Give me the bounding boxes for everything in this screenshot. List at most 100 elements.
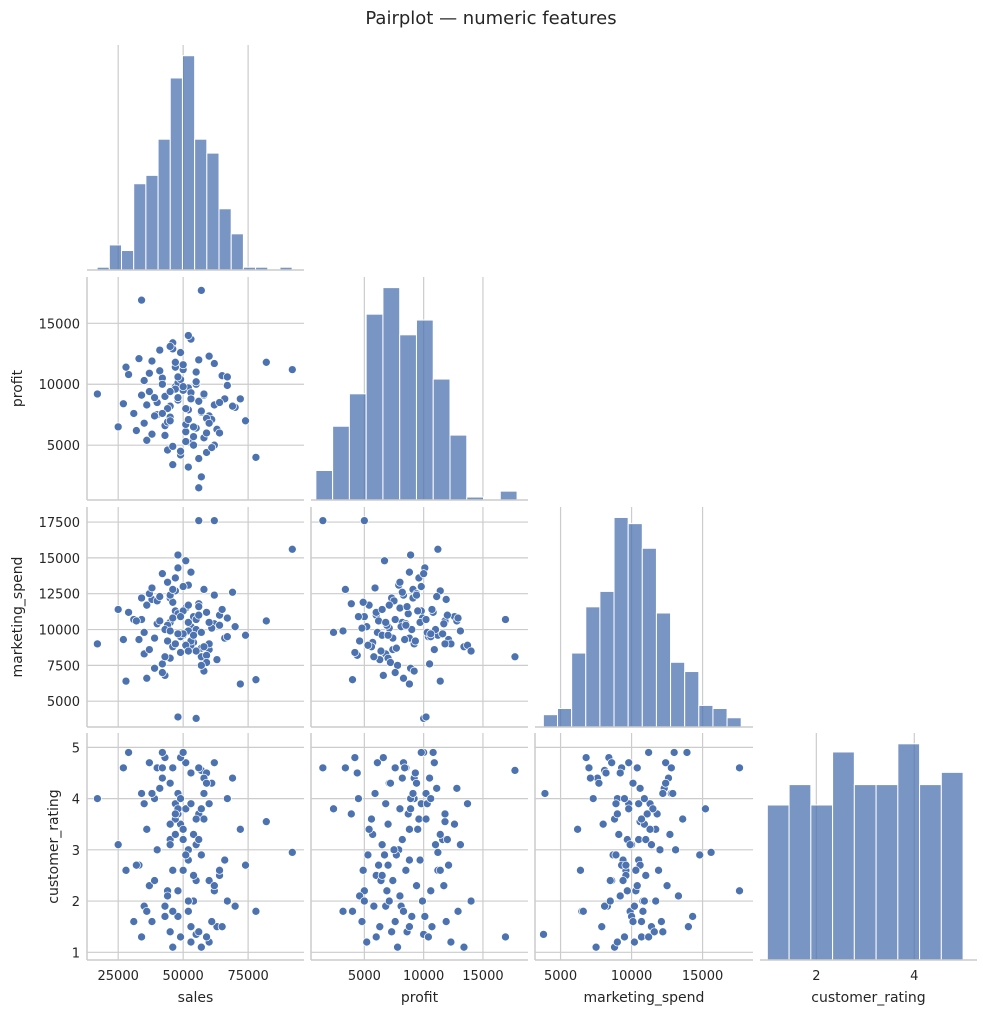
scatter-point xyxy=(93,794,102,803)
scatter-point xyxy=(176,612,185,621)
scatter-point xyxy=(176,648,185,657)
scatter-point xyxy=(176,932,185,942)
y-tick-label: 4 xyxy=(72,793,80,808)
histogram-bar xyxy=(181,55,196,271)
scatter-point xyxy=(137,390,146,400)
scatter-point xyxy=(191,377,201,387)
scatter-point xyxy=(215,428,224,438)
scatter-point xyxy=(165,342,175,351)
scatter-point xyxy=(176,794,185,803)
scatter-point xyxy=(171,809,180,819)
histogram-bar xyxy=(121,250,135,271)
histogram-bar xyxy=(897,743,921,961)
histogram-bar xyxy=(145,174,159,271)
scatter-point xyxy=(701,804,710,814)
scatter-point xyxy=(581,753,591,762)
scatter-point xyxy=(622,886,632,896)
scatter-point xyxy=(419,569,429,578)
scatter-point xyxy=(189,440,198,450)
histogram-bar xyxy=(382,287,401,501)
scatter-point xyxy=(217,605,227,614)
scatter-point xyxy=(395,603,405,613)
scatter-point xyxy=(601,768,611,778)
histogram-bar xyxy=(415,319,434,501)
scatter-point xyxy=(642,809,652,819)
scatter-point xyxy=(383,860,393,870)
scatter-point xyxy=(158,668,167,677)
scatter-point xyxy=(176,348,185,357)
scatter-point xyxy=(155,592,165,601)
scatter-point xyxy=(383,630,393,640)
scatter-point xyxy=(222,372,232,382)
scatter-point xyxy=(178,360,188,370)
scatter-point xyxy=(354,612,363,621)
scatter-point xyxy=(191,814,201,824)
scatter-point xyxy=(196,286,206,295)
scatter-point xyxy=(261,616,271,626)
scatter-point xyxy=(618,876,628,885)
scatter-point xyxy=(119,399,128,409)
scatter-point xyxy=(173,629,183,639)
scatter-point xyxy=(287,848,297,857)
scatter-point xyxy=(409,666,419,676)
scatter-point xyxy=(510,766,520,775)
scatter-point xyxy=(142,906,152,916)
scatter-point xyxy=(194,927,204,937)
scatter-point xyxy=(390,668,400,677)
scatter-point xyxy=(641,835,651,844)
histogram-bar xyxy=(613,516,629,728)
scatter-point xyxy=(410,768,420,778)
scatter-point xyxy=(202,932,211,942)
scatter-point xyxy=(222,896,232,906)
scatter-point xyxy=(621,860,631,870)
scatter-point xyxy=(421,712,431,722)
x-tick-label: 10000 xyxy=(403,969,444,984)
scatter-point xyxy=(657,917,666,926)
scatter-point xyxy=(611,850,621,860)
scatter-point xyxy=(329,804,338,814)
scatter-point xyxy=(155,366,165,376)
scatter-point xyxy=(374,616,383,626)
y-tick-label: 17500 xyxy=(39,516,80,531)
scatter-point xyxy=(401,865,411,875)
scatter-point xyxy=(395,891,405,901)
scatter-point xyxy=(440,809,450,819)
scatter-point xyxy=(199,814,209,824)
scatter-point xyxy=(158,763,167,773)
scatter-point xyxy=(405,824,414,834)
scatter-point xyxy=(113,422,123,432)
scatter-point xyxy=(348,906,357,916)
histogram-bar xyxy=(157,138,171,271)
scatter-point xyxy=(155,783,165,793)
scatter-point xyxy=(637,917,646,926)
scatter-point xyxy=(358,865,368,875)
histogram-bar xyxy=(627,523,643,728)
scatter-point xyxy=(171,573,180,583)
histogram-bar xyxy=(698,704,714,728)
histogram-bar xyxy=(133,183,147,271)
scatter-point xyxy=(318,763,328,773)
scatter-point xyxy=(207,443,217,452)
scatter-point xyxy=(338,626,348,636)
scatter-point xyxy=(637,814,646,824)
histogram-bar xyxy=(832,751,855,961)
scatter-point xyxy=(155,345,165,355)
scatter-point xyxy=(435,676,445,686)
scatter-point xyxy=(346,599,356,609)
scatter-point xyxy=(228,773,237,783)
histogram-bar xyxy=(108,244,123,271)
scatter-point xyxy=(287,365,297,374)
y-tick-label: 3 xyxy=(72,844,80,859)
histogram-bar xyxy=(365,313,384,501)
scatter-point xyxy=(150,411,159,421)
scatter-point xyxy=(358,597,368,607)
scatter-point xyxy=(378,671,388,680)
scatter-point xyxy=(178,835,188,844)
scatter-point xyxy=(600,901,609,911)
scatter-point xyxy=(392,643,401,653)
scatter-point xyxy=(194,763,204,773)
scatter-point xyxy=(395,577,405,587)
scatter-point xyxy=(435,865,445,875)
scatter-point xyxy=(427,605,437,614)
